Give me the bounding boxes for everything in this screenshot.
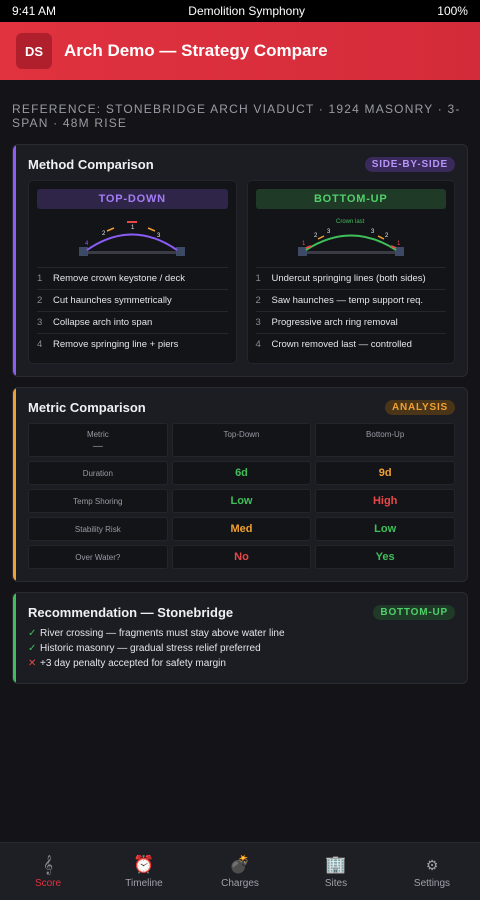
deck-line: [299, 251, 402, 254]
analysis-badge: ANALYSIS: [384, 400, 455, 415]
right-pier: [394, 247, 404, 256]
diagram-label: 1: [131, 225, 135, 231]
card-accent: [13, 388, 16, 581]
bomb-icon: 💣: [229, 855, 251, 874]
top-down-value: No: [171, 545, 312, 569]
app-header: DS Arch Demo — Strategy Compare: [0, 22, 480, 80]
step-item: 3 Progressive arch ring removal: [255, 311, 446, 333]
tab-timeline[interactable]: ⏰ Timeline: [125, 855, 163, 889]
diagram-label: 3: [327, 229, 331, 235]
right-pier: [176, 247, 186, 256]
recommendation-item: ✓ Historic masonry — gradual stress reli…: [28, 643, 261, 654]
bottom-up-value: High: [315, 489, 455, 513]
recommendation-item: ✓ River crossing — fragments must stay a…: [28, 628, 285, 639]
diagram-label: 3: [371, 229, 375, 235]
tab-sites[interactable]: 🏢 Sites: [324, 855, 348, 889]
arch-curve: [86, 233, 178, 251]
top-down-value: 6d: [171, 461, 312, 485]
method-title: Method Comparison: [28, 157, 154, 172]
gear-icon: ⚙: [425, 857, 439, 873]
bottom-up-header: Bottom-Up: [315, 423, 455, 457]
step-item: 3 Collapse arch into span: [37, 311, 228, 333]
app-logo[interactable]: DS: [16, 33, 52, 69]
diagram-label: 3: [157, 233, 161, 239]
status-battery: 100%: [437, 4, 468, 18]
bottom-up-badge: BOTTOM-UP: [373, 605, 455, 620]
metric-label: Over Water?: [28, 545, 168, 569]
recommendation-title: Recommendation — Stonebridge: [28, 605, 234, 620]
step-item: 1 Undercut springing lines (both sides): [255, 267, 446, 289]
metric-label: Temp Shoring: [28, 489, 168, 513]
step-item: 4 Remove springing line + piers: [37, 333, 228, 355]
bottom-up-arch-diagram: Crown last 1 2 3 1 2 3: [297, 219, 404, 256]
diagram-label: 1: [397, 241, 401, 247]
status-bar: 9:41 AM Demolition Symphony 100%: [0, 0, 480, 22]
page-title: Arch Demo — Strategy Compare: [64, 41, 328, 60]
diagram-label: 2: [385, 233, 389, 239]
step-item: 2 Cut haunches symmetrically: [37, 289, 228, 311]
score-icon: 𝄞: [42, 855, 54, 874]
side-by-side-badge: SIDE-BY-SIDE: [364, 157, 455, 172]
arch-curve: [305, 234, 397, 251]
recommendation-card: Recommendation — Stonebridge BOTTOM-UP ✓…: [12, 592, 468, 684]
metric-comparison-card: Metric Comparison ANALYSIS Metric — Top-…: [12, 387, 468, 582]
haunch-marker-right: [147, 227, 156, 232]
top-down-arch-diagram: 1 2 3 4: [79, 221, 186, 256]
haunch-marker-right: [377, 235, 385, 240]
tab-charges[interactable]: 💣 Charges: [221, 855, 259, 889]
step-item: 4 Crown removed last — controlled: [255, 333, 446, 355]
alarm-clock-icon: ⏰: [133, 855, 155, 874]
recommendation-item: ✕ +3 day penalty accepted for safety mar…: [28, 658, 226, 669]
top-down-banner: TOP-DOWN: [37, 189, 228, 209]
left-pier: [79, 247, 89, 256]
metric-label: Stability Risk: [28, 517, 168, 541]
metric-header: Metric —: [28, 423, 168, 457]
tab-bar: 𝄞 Score ⏰ Timeline 💣 Charges 🏢 Sites ⚙ S…: [0, 842, 480, 900]
springing-marker-right: [390, 245, 397, 249]
status-time: 9:41 AM: [12, 4, 57, 18]
reference-text: REFERENCE: STONEBRIDGE ARCH VIADUCT · 19…: [12, 102, 461, 130]
cross-icon: ✕: [28, 658, 37, 669]
card-accent: [13, 145, 16, 376]
card-accent: [13, 593, 16, 683]
metric-table: Metric — Top-Down Bottom-Up Duration 6d …: [13, 415, 467, 581]
bottom-up-column: BOTTOM-UP Crown last 1 2 3 1 2 3 1 Underc…: [246, 180, 455, 364]
springing-marker-left: [305, 245, 312, 249]
haunch-marker-left: [317, 235, 325, 240]
bottom-up-value: Yes: [315, 545, 455, 569]
diagram-label: 4: [85, 241, 89, 247]
step-item: 2 Saw haunches — temp support req.: [255, 289, 446, 311]
top-down-value: Med: [171, 517, 312, 541]
top-down-value: Low: [171, 489, 312, 513]
status-title: Demolition Symphony: [188, 4, 306, 18]
step-item: 1 Remove crown keystone / deck: [37, 267, 228, 289]
diagram-label: 1: [302, 241, 306, 247]
crown-last-label: Crown last: [336, 219, 365, 225]
metric-label: Duration: [28, 461, 168, 485]
tab-score[interactable]: 𝄞 Score: [34, 855, 62, 889]
method-comparison-card: Method Comparison SIDE-BY-SIDE TOP-DOWN …: [12, 144, 468, 377]
left-pier: [297, 247, 307, 256]
building-icon: 🏢: [325, 855, 347, 874]
top-down-column: TOP-DOWN 1 2 3 4 1 Remove crown keystone …: [28, 180, 237, 364]
bottom-up-value: 9d: [315, 461, 455, 485]
tab-settings[interactable]: ⚙ Settings: [384, 843, 480, 900]
diagram-label: 2: [314, 233, 318, 239]
check-icon: ✓: [28, 643, 37, 654]
deck-line: [81, 251, 184, 254]
bottom-up-value: Low: [315, 517, 455, 541]
bottom-up-banner: BOTTOM-UP: [255, 189, 446, 209]
metric-title: Metric Comparison: [28, 400, 146, 415]
check-icon: ✓: [28, 628, 37, 639]
top-down-header: Top-Down: [171, 423, 312, 457]
haunch-marker-left: [106, 227, 115, 232]
diagram-label: 2: [102, 231, 106, 237]
